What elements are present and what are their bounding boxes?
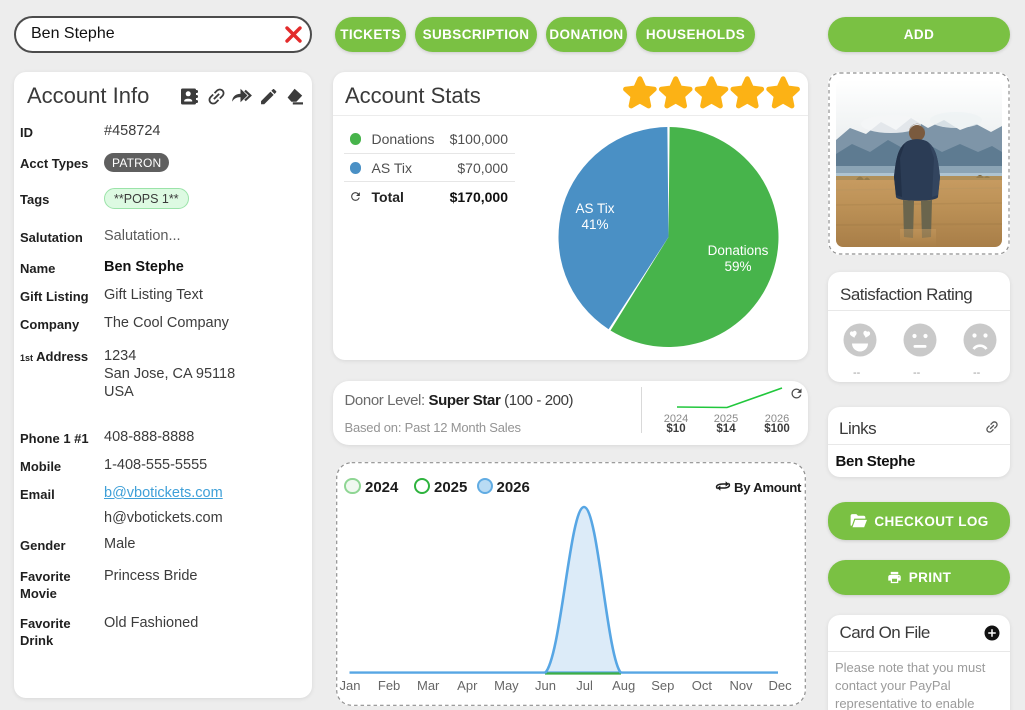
svg-text:41%: 41%: [581, 217, 608, 232]
svg-text:59%: 59%: [724, 259, 751, 274]
svg-text:AS Tix: AS Tix: [575, 201, 614, 216]
svg-text:Donations: Donations: [708, 243, 769, 258]
